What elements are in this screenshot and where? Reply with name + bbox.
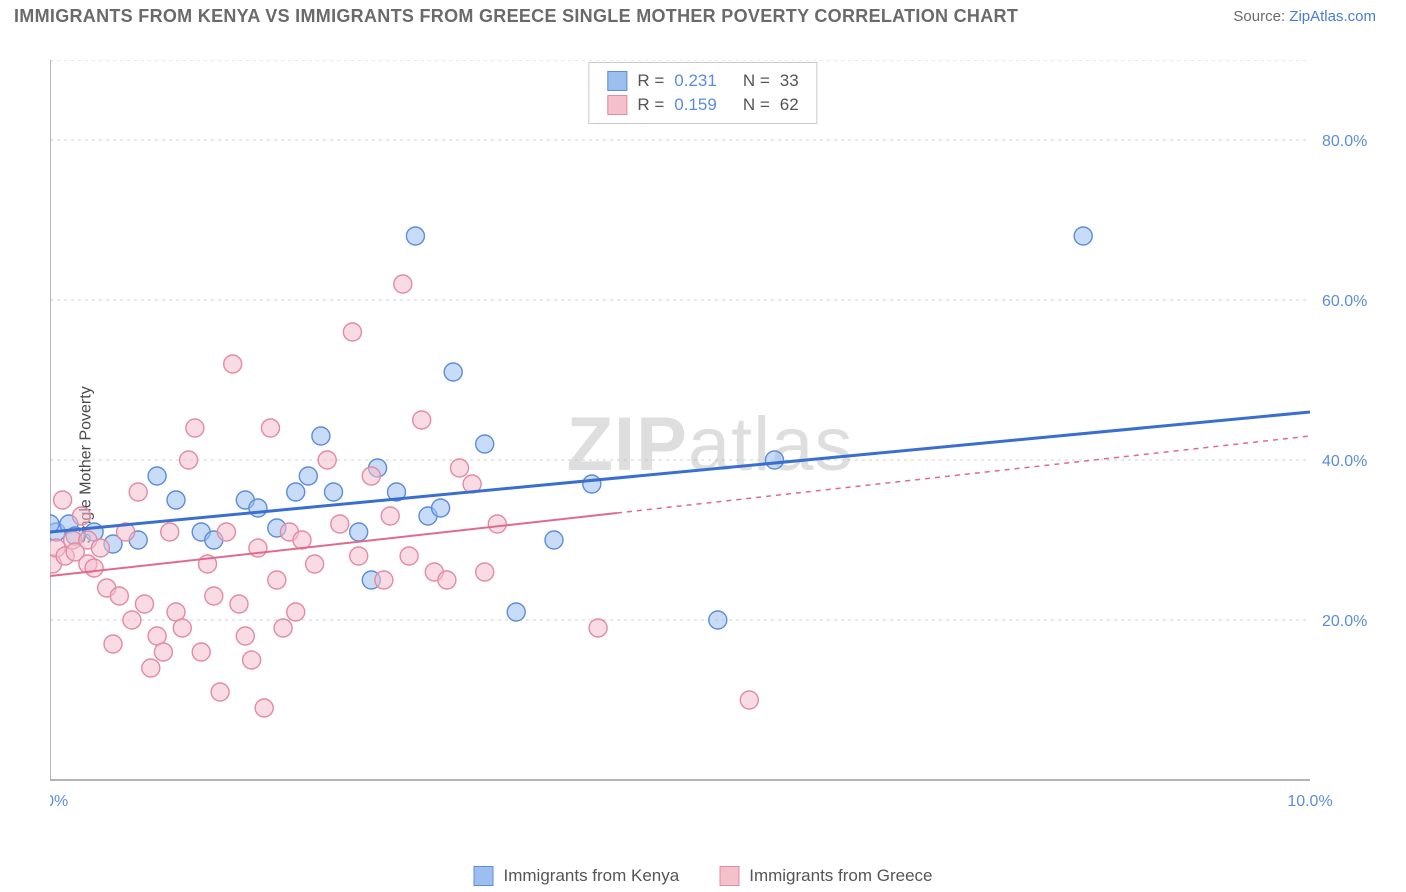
data-point-greece [394,275,412,293]
data-point-greece [451,459,469,477]
data-point-greece [589,619,607,637]
data-point-greece [192,643,210,661]
data-point-kenya [545,531,563,549]
x-tick-label: 10.0% [1287,793,1332,810]
data-point-greece [255,699,273,717]
legend-correlation: R = 0.231 N = 33 R = 0.159 N = 62 [588,62,817,124]
data-point-kenya [432,499,450,517]
legend-swatch [607,95,627,115]
data-point-greece [142,659,160,677]
legend-series-kenya: Immigrants from Kenya [474,866,680,886]
data-point-greece [488,515,506,533]
data-point-greece [740,691,758,709]
data-point-greece [262,419,280,437]
data-point-greece [180,451,198,469]
legend-corr-row-kenya: R = 0.231 N = 33 [607,69,798,93]
data-point-greece [205,587,223,605]
data-point-kenya [325,483,343,501]
data-point-greece [438,571,456,589]
data-point-greece [123,611,141,629]
scatter-plot: ZIPatlas 20.0% 40.0% 60.0% 80.0% 0.0% 10.0% [50,60,1370,820]
data-point-greece [148,627,166,645]
data-point-greece [274,619,292,637]
data-point-greece [161,523,179,541]
x-tick-label: 0.0% [50,793,68,810]
source-link[interactable]: ZipAtlas.com [1289,8,1376,25]
data-point-greece [306,555,324,573]
legend-series: Immigrants from Kenya Immigrants from Gre… [474,866,933,886]
data-point-greece [243,651,261,669]
data-point-greece [136,595,154,613]
chart-title: IMMIGRANTS FROM KENYA VS IMMIGRANTS FROM… [14,6,1018,27]
data-point-kenya [299,467,317,485]
data-point-greece [413,411,431,429]
data-point-kenya [167,491,185,509]
data-point-greece [186,419,204,437]
data-point-kenya [287,483,305,501]
data-point-greece [476,563,494,581]
data-point-greece [167,603,185,621]
legend-r-value: 0.231 [674,71,717,91]
legend-n-label: N = [743,71,770,91]
data-point-greece [91,539,109,557]
data-point-greece [73,507,91,525]
data-point-greece [211,683,229,701]
data-point-kenya [444,363,462,381]
data-point-kenya [583,475,601,493]
legend-n-label: N = [743,95,770,115]
data-point-greece [104,635,122,653]
legend-swatch [474,866,494,886]
data-point-greece [173,619,191,637]
data-point-kenya [1074,227,1092,245]
legend-r-value: 0.159 [674,95,717,115]
data-point-greece [343,323,361,341]
data-point-greece [268,571,286,589]
data-point-greece [318,451,336,469]
data-point-greece [381,507,399,525]
legend-series-label: Immigrants from Kenya [504,866,680,886]
chart-container: Single Mother Poverty ZIPatlas 20.0%40.0… [0,40,1406,890]
data-point-kenya [406,227,424,245]
legend-series-label: Immigrants from Greece [749,866,932,886]
data-point-greece [236,627,254,645]
legend-swatch [607,71,627,91]
data-point-greece [224,355,242,373]
data-point-kenya [350,523,368,541]
data-point-greece [154,643,172,661]
data-point-kenya [709,611,727,629]
legend-n-value: 62 [780,95,799,115]
y-tick-label: 40.0% [1322,453,1367,470]
legend-corr-row-greece: R = 0.159 N = 62 [607,93,798,117]
data-point-kenya [476,435,494,453]
legend-series-greece: Immigrants from Greece [719,866,932,886]
legend-r-label: R = [637,95,664,115]
data-point-greece [375,571,393,589]
y-tick-label: 80.0% [1322,133,1367,150]
data-point-greece [362,467,380,485]
data-point-greece [400,547,418,565]
y-tick-label: 20.0% [1322,613,1367,630]
legend-n-value: 33 [780,71,799,91]
data-point-greece [110,587,128,605]
data-point-kenya [312,427,330,445]
data-point-greece [54,491,72,509]
data-point-greece [350,547,368,565]
data-point-greece [331,515,349,533]
source-attribution: Source: ZipAtlas.com [1233,8,1376,25]
data-point-kenya [507,603,525,621]
data-point-greece [85,559,103,577]
data-point-greece [129,483,147,501]
source-prefix: Source: [1233,8,1289,25]
data-point-greece [217,523,235,541]
data-point-greece [230,595,248,613]
data-point-kenya [766,451,784,469]
data-point-kenya [148,467,166,485]
watermark: ZIPatlas [567,402,854,487]
data-point-greece [287,603,305,621]
y-tick-label: 60.0% [1322,293,1367,310]
legend-r-label: R = [637,71,664,91]
legend-swatch [719,866,739,886]
